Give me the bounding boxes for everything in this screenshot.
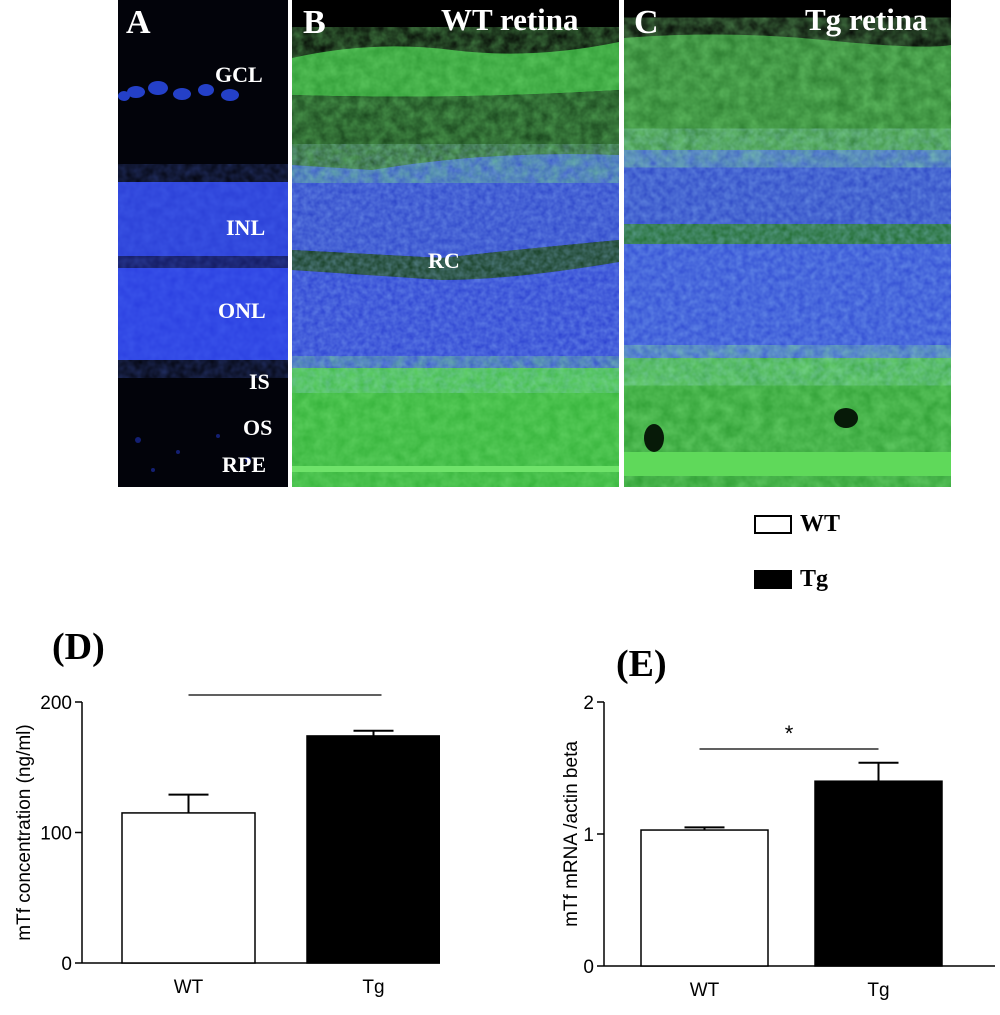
legend-swatch-tg [754, 570, 792, 589]
chart-d-bar-wt [121, 812, 256, 964]
legend-swatch-wt [754, 515, 792, 534]
legend-item-wt: WT [754, 511, 840, 538]
chart-d: mTf concentration (ng/ml) 0 100 200 WT Tg ** [14, 680, 440, 998]
panel-b-micrograph [292, 0, 619, 487]
chart-d-x-tick-label: Tg [362, 977, 384, 998]
layer-label-inl: INL [226, 215, 266, 240]
chart-e-y-tick-label: 0 [583, 957, 594, 978]
chart-e-y-tick-label: 1 [583, 825, 594, 846]
legend-label-wt: WT [800, 511, 841, 537]
chart-e-bar-tg [814, 780, 943, 967]
chart-d-y-tick-label: 200 [40, 693, 72, 714]
chart-e-x-tick-label: WT [690, 980, 720, 1001]
chart-e-x-tick-label: Tg [867, 980, 889, 1001]
panel-c-micrograph [624, 0, 951, 487]
rc-annotation: RC [428, 248, 460, 273]
chart-e-significance-marker: * [785, 721, 794, 746]
layer-label-is: IS [249, 369, 270, 394]
panel-b-title: WT retina [441, 2, 579, 37]
chart-e: mTf mRNA /actin beta 0 1 2 WT Tg * [561, 693, 995, 1001]
layer-label-gcl: GCL [215, 62, 263, 87]
panel-a-micrograph [118, 0, 288, 487]
panel-a-label: A [126, 4, 151, 41]
panel-c-label: C [634, 4, 659, 41]
legend-item-tg: Tg [754, 566, 828, 593]
layer-label-rpe: RPE [222, 452, 266, 477]
chart-e-y-tick-label: 2 [583, 693, 594, 714]
panel-c-title: Tg retina [805, 2, 928, 37]
chart-d-x-tick-label: WT [174, 977, 204, 998]
layer-label-onl: ONL [218, 298, 266, 323]
chart-d-y-axis-label: mTf concentration (ng/ml) [14, 724, 35, 940]
chart-d-bar-tg [306, 735, 440, 964]
chart-e-title: (E) [616, 643, 667, 685]
chart-d-significance-marker: ** [276, 680, 294, 692]
chart-e-bar-wt [640, 829, 769, 967]
chart-d-y-tick-label: 0 [61, 954, 72, 975]
panel-b-label: B [303, 4, 326, 41]
chart-d-title: (D) [52, 626, 105, 668]
chart-e-y-axis-label: mTf mRNA /actin beta [561, 741, 582, 927]
chart-d-y-tick-label: 100 [40, 824, 72, 845]
gcl-nuclei [118, 81, 239, 101]
layer-label-os: OS [243, 415, 273, 440]
legend-label-tg: Tg [800, 566, 829, 592]
